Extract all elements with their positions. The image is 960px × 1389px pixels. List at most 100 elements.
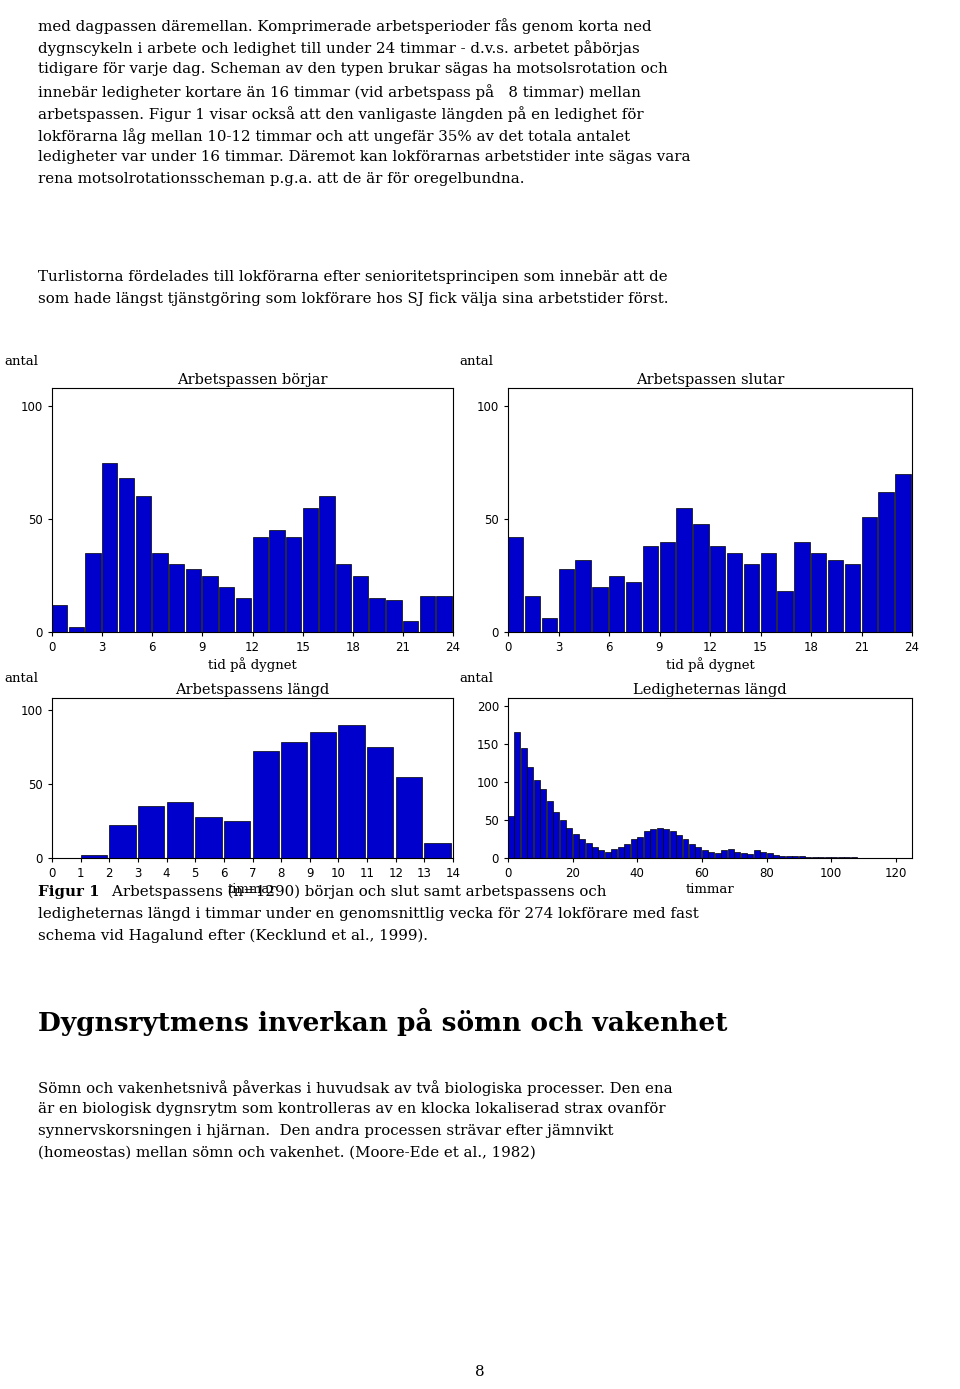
Bar [624,845,631,858]
Bar [626,582,641,632]
Bar [811,553,827,632]
Bar [81,856,107,858]
Bar [747,854,753,858]
Bar [637,836,643,858]
Bar [52,604,67,632]
Bar [252,538,268,632]
Bar [102,463,117,632]
Bar [693,524,708,632]
Bar [579,839,585,858]
Text: ledigheternas längd i timmar under en genomsnittlig vecka för 274 lokförare med : ledigheternas längd i timmar under en ge… [38,907,699,921]
Text: antal: antal [4,672,37,685]
Text: antal: antal [4,356,37,368]
Bar [710,546,726,632]
Bar [453,849,479,858]
Bar [119,478,134,632]
Bar [320,496,335,632]
Text: Dygnsrytmens inverkan på sömn och vakenhet: Dygnsrytmens inverkan på sömn och vakenh… [38,1008,728,1036]
Text: 8: 8 [475,1365,485,1379]
Bar [453,600,468,632]
Bar [575,560,590,632]
Bar [642,546,659,632]
Bar [527,767,534,858]
Bar [660,542,675,632]
X-axis label: tid på dygnet: tid på dygnet [208,657,297,672]
Bar [135,496,151,632]
Bar [683,839,688,858]
Text: som hade längst tjänstgöring som lokförare hos SJ fick välja sina arbetstider fö: som hade längst tjänstgöring som lokföra… [38,292,668,306]
Bar [598,850,605,858]
Text: dygnscykeln i arbete och ledighet till under 24 timmar - d.v.s. arbetet påbörjas: dygnscykeln i arbete och ledighet till u… [38,40,639,56]
Bar [676,835,682,858]
Title: Arbetspassen slutar: Arbetspassen slutar [636,372,784,386]
Bar [420,596,435,632]
Text: ledigheter var under 16 timmar. Däremot kan lokförarnas arbetstider inte sägas v: ledigheter var under 16 timmar. Däremot … [38,150,690,164]
Bar [109,825,135,858]
Bar [302,508,318,632]
Bar [695,846,702,858]
Bar [744,564,759,632]
Text: Sömn och vakenhetsnivå påverkas i huvudsak av två biologiska processer. Den ena: Sömn och vakenhetsnivå påverkas i huvuds… [38,1081,673,1096]
Bar [286,538,301,632]
Text: Arbetspassens (n=1290) början och slut samt arbetspassens och: Arbetspassens (n=1290) början och slut s… [93,885,607,900]
Bar [521,747,527,858]
Bar [269,531,284,632]
Bar [778,592,793,632]
Bar [799,857,804,858]
Bar [336,564,351,632]
Bar [773,856,779,858]
Bar [677,508,692,632]
Bar [780,856,785,858]
Bar [396,776,422,858]
Bar [786,857,792,858]
Bar [702,850,708,858]
Bar [252,751,278,858]
Bar [167,801,193,858]
Bar [367,747,394,858]
Bar [515,732,520,858]
Bar [424,843,450,858]
Text: antal: antal [460,672,493,685]
Bar [650,829,656,858]
Text: lokförarna låg mellan 10-12 timmar och att ungefär 35% av det totala antalet: lokförarna låg mellan 10-12 timmar och a… [38,128,630,144]
Bar [153,553,168,632]
Bar [618,846,624,858]
Text: rena motsolrotationsscheman p.g.a. att de är för oregelbundna.: rena motsolrotationsscheman p.g.a. att d… [38,172,524,186]
Bar [195,817,222,858]
Bar [540,789,546,858]
Bar [754,850,759,858]
Bar [657,828,662,858]
Bar [185,568,201,632]
Bar [508,538,523,632]
Bar [670,832,676,858]
Bar [609,575,625,632]
Bar [85,553,101,632]
Bar [236,599,252,632]
Bar [169,564,184,632]
Text: innebär ledigheter kortare än 16 timmar (vid arbetspass på   8 timmar) mellan: innebär ledigheter kortare än 16 timmar … [38,83,641,100]
Bar [69,628,84,632]
Bar [728,849,733,858]
Bar [721,850,728,858]
Text: schema vid Hagalund efter (Kecklund et al., 1999).: schema vid Hagalund efter (Kecklund et a… [38,929,428,943]
Text: med dagpassen däremellan. Komprimerade arbetsperioder fås genom korta ned: med dagpassen däremellan. Komprimerade a… [38,18,652,33]
Bar [592,846,598,858]
Bar [727,553,742,632]
Text: är en biologisk dygnsrytm som kontrolleras av en klocka lokaliserad strax ovanfö: är en biologisk dygnsrytm som kontroller… [38,1101,665,1115]
Bar [861,517,877,632]
Bar [828,560,843,632]
X-axis label: timmar: timmar [228,883,276,896]
Bar [644,832,650,858]
Bar [708,851,714,858]
Bar [612,849,617,858]
Bar [631,839,636,858]
Bar [370,599,385,632]
Bar [339,725,365,858]
X-axis label: timmar: timmar [685,883,734,896]
Bar [482,851,508,858]
Bar [845,564,860,632]
Bar [572,833,579,858]
Title: Arbetspassen börjar: Arbetspassen börjar [178,372,327,386]
Bar [741,853,747,858]
Bar [560,820,565,858]
